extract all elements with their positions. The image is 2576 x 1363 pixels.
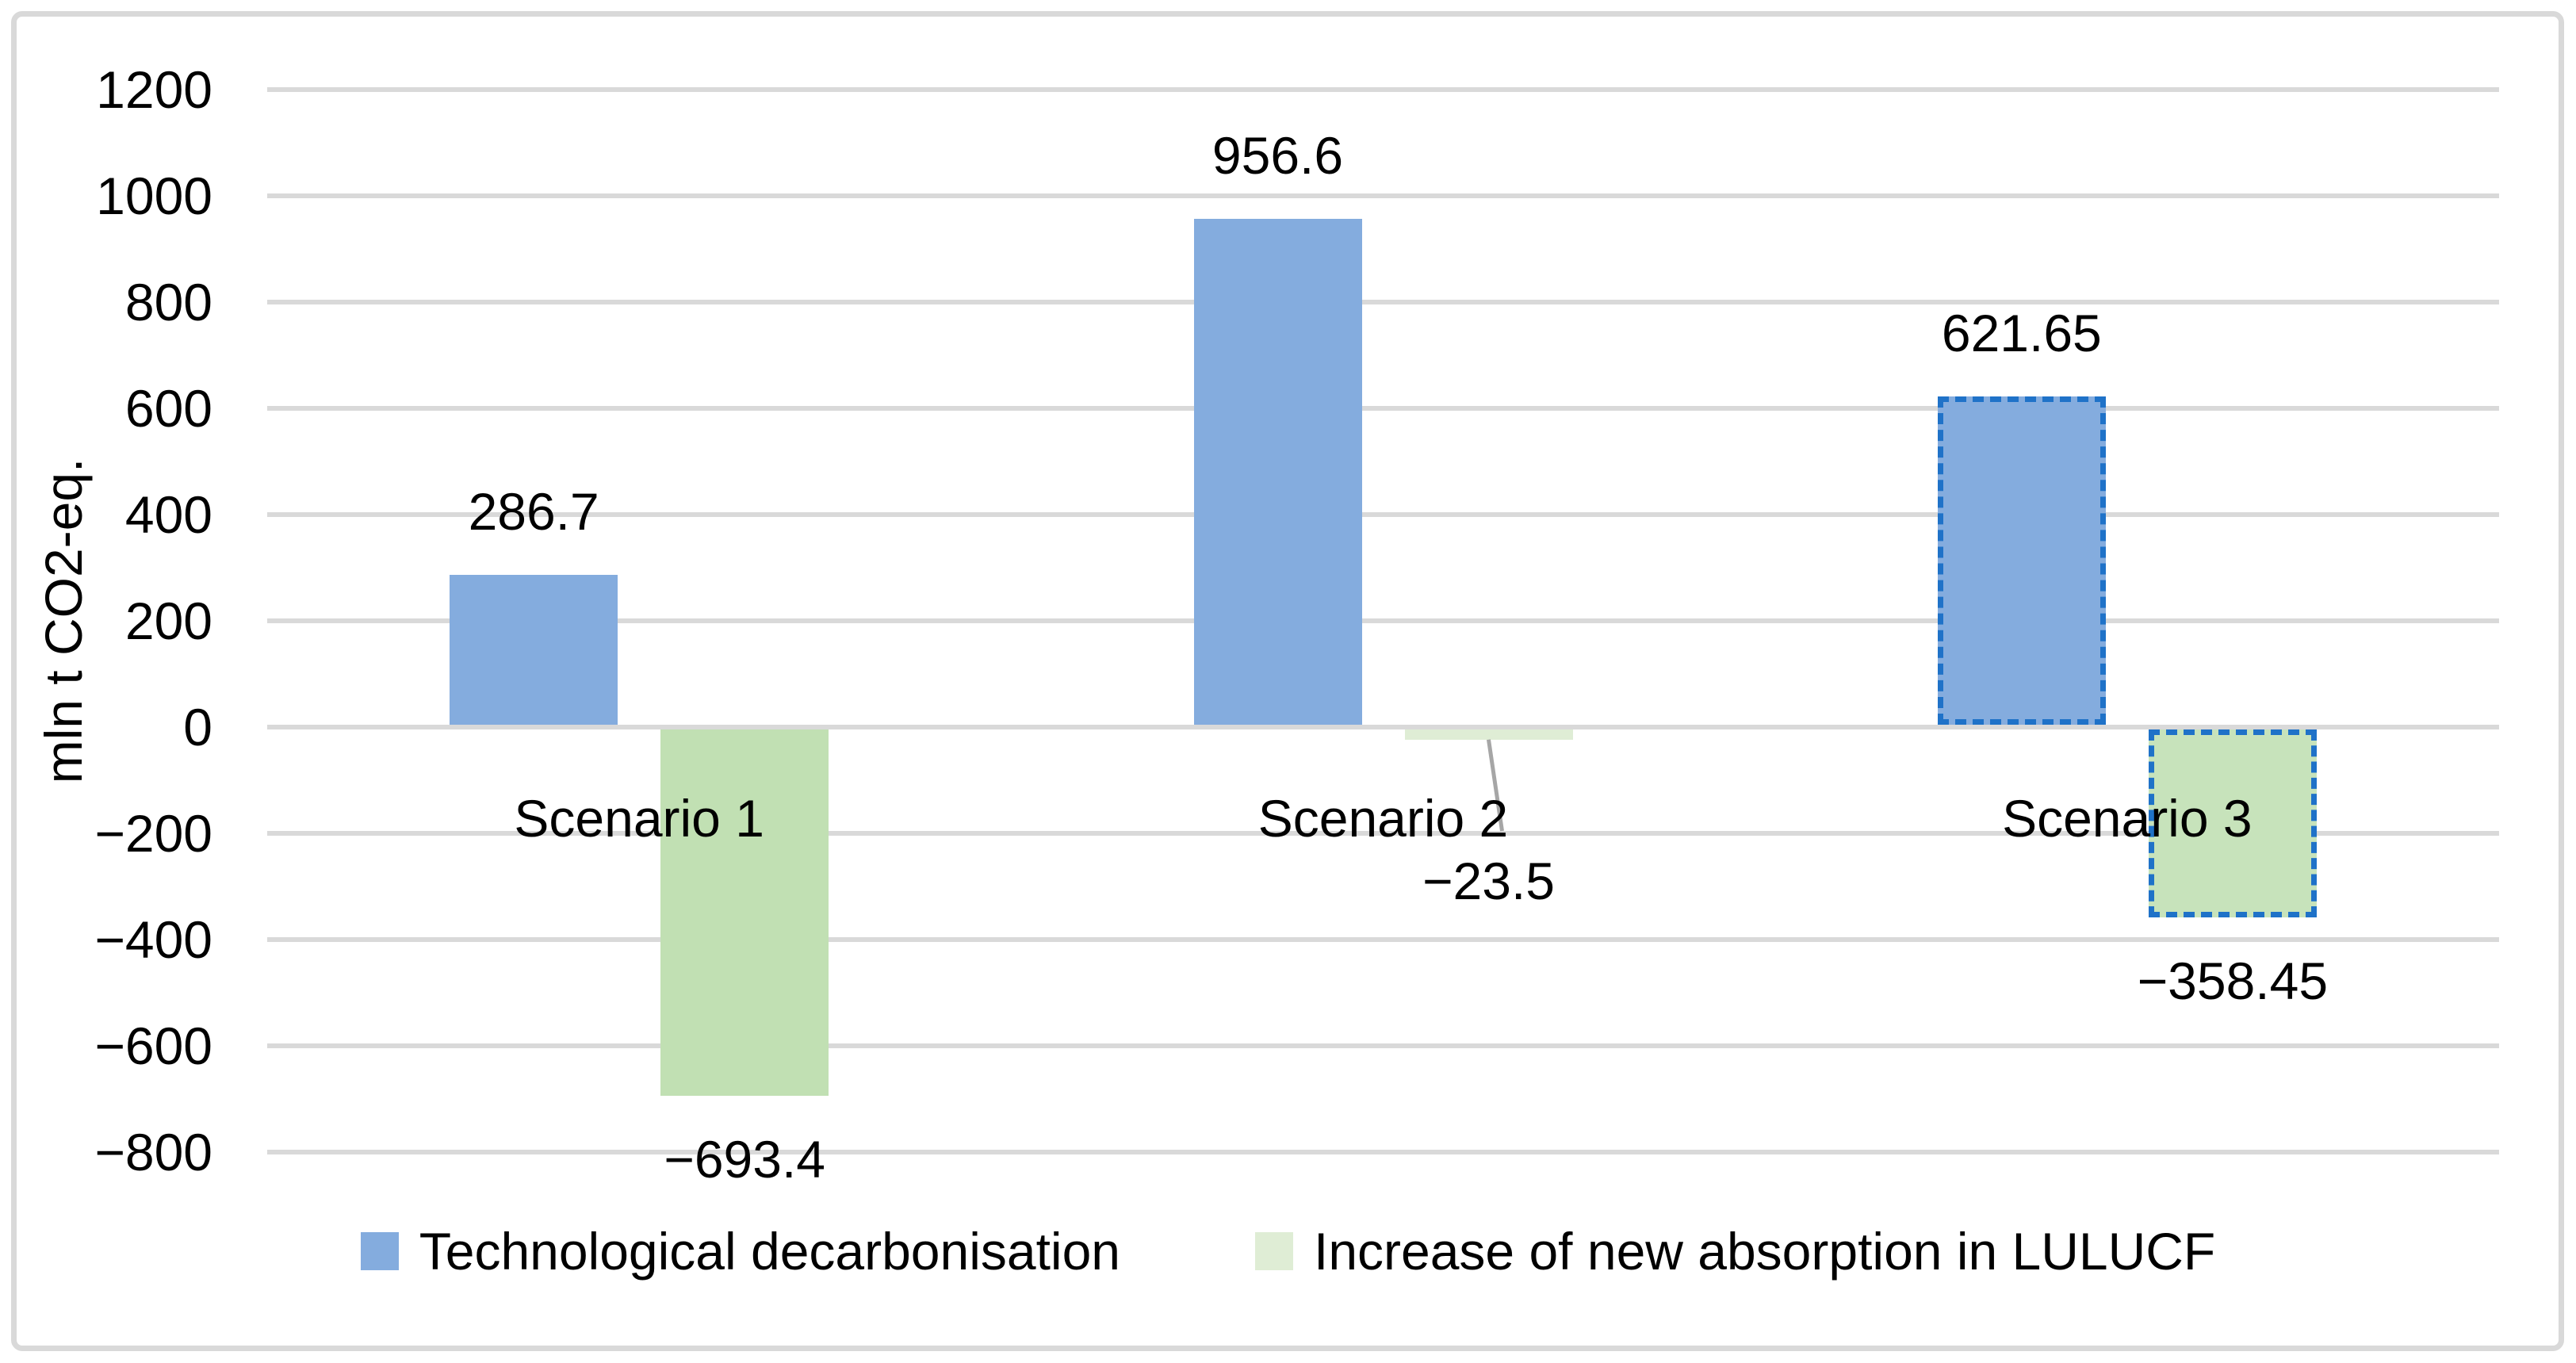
gridline-y-600 — [267, 406, 2499, 411]
gridline-y-800 — [267, 1150, 2499, 1154]
bar-technological-decarbonisation-scenario-2 — [1193, 219, 1362, 725]
category-label-scenario-1: Scenario 1 — [514, 789, 764, 848]
y-tick-label: −800 — [94, 1123, 212, 1181]
data-label-23-5: −23.5 — [1422, 852, 1555, 910]
gridline-y-0 — [267, 725, 2499, 729]
y-tick-label: 800 — [124, 273, 212, 331]
y-tick-label: −600 — [94, 1017, 212, 1075]
category-label-scenario-2: Scenario 2 — [1257, 789, 1509, 848]
gridline-y-400 — [267, 512, 2499, 517]
legend-swatch-icon — [1255, 1232, 1293, 1270]
y-tick-label: 400 — [124, 485, 212, 544]
bar-technological-decarbonisation-scenario-1 — [450, 574, 618, 725]
gridline-y-200 — [267, 831, 2499, 836]
gridline-y-200 — [267, 618, 2499, 623]
bar-technological-decarbonisation-scenario-3 — [1937, 396, 2106, 725]
data-label-286-7: 286.7 — [468, 481, 599, 541]
category-label-scenario-3: Scenario 3 — [2002, 789, 2253, 848]
y-tick-label: 1200 — [96, 60, 212, 119]
legend: Technological decarbonisation Increase of… — [0, 1221, 2576, 1281]
y-tick-label: 0 — [183, 698, 212, 756]
bar-increase-of-new-absorption-in-lulucf-scenario-3 — [2148, 729, 2317, 918]
gridline-y-800 — [267, 300, 2499, 304]
data-label-358-45: −358.45 — [2137, 951, 2329, 1011]
legend-label: Increase of new absorption in LULUCF — [1314, 1222, 2216, 1281]
y-tick-label: −200 — [94, 804, 212, 863]
y-tick-label: 600 — [124, 379, 212, 438]
gridline-y-1000 — [267, 193, 2499, 198]
gridline-y-600 — [267, 1043, 2499, 1048]
legend-item-technological-decarbonisation: Technological decarbonisation — [360, 1221, 1120, 1281]
gridline-y-1200 — [267, 87, 2499, 92]
y-tick-label: −400 — [94, 910, 212, 969]
gridline-y-400 — [267, 937, 2499, 942]
data-label-621-65: 621.65 — [1941, 304, 2102, 363]
legend-item-increase-of-new-absorption-in-lulucf: Increase of new absorption in LULUCF — [1255, 1221, 2215, 1281]
y-tick-label: 200 — [124, 592, 212, 650]
y-tick-label: 1000 — [96, 167, 212, 225]
data-label-956-6: 956.6 — [1211, 126, 1344, 186]
bar-increase-of-new-absorption-in-lulucf-scenario-1 — [660, 729, 829, 1096]
data-label-693-4: −693.4 — [664, 1129, 826, 1189]
legend-swatch-icon — [360, 1232, 399, 1270]
legend-label: Technological decarbonisation — [419, 1222, 1120, 1281]
bar-increase-of-new-absorption-in-lulucf-scenario-2 — [1404, 729, 1573, 740]
